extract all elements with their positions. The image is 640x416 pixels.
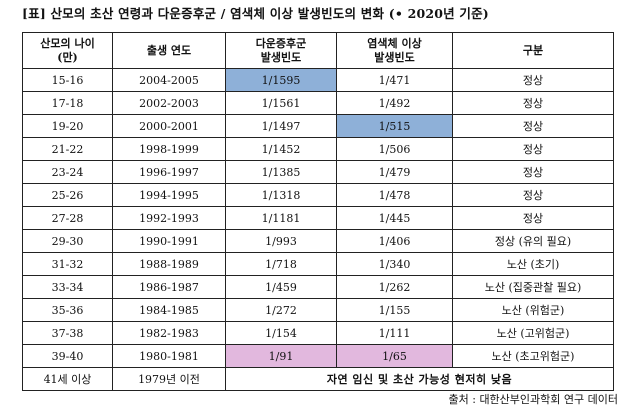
cell-down: 1/1318	[225, 183, 337, 207]
cell-age: 35-36	[22, 298, 113, 322]
cell-year: 2000-2001	[112, 114, 226, 138]
table-row-last: 41세 이상 1979년 이전 자연 임신 및 초산 가능성 현저히 낮음	[22, 367, 614, 391]
cell-age: 17-18	[22, 91, 113, 115]
cell-class: 정상	[452, 91, 614, 115]
cell-year: 1992-1993	[112, 206, 226, 230]
cell-down: 1/1561	[225, 91, 337, 115]
table-row: 15-16 2004-2005 1/1595 1/471 정상	[22, 68, 614, 92]
header-age-line1: 산모의 나이	[40, 36, 95, 50]
table-row: 25-26 1994-1995 1/1318 1/478 정상	[22, 183, 614, 207]
cell-down: 1/272	[225, 298, 337, 322]
cell-class: 정상 (유의 필요)	[452, 229, 614, 253]
table-row: 31-32 1988-1989 1/718 1/340 노산 (초기)	[22, 252, 614, 276]
frequency-table: 산모의 나이 (만) 출생 연도 다운증후군 발생빈도 염색체 이상 발생빈도 구분 …	[22, 32, 614, 391]
cell-note: 자연 임신 및 초산 가능성 현저히 낮음	[225, 367, 614, 391]
header-down: 다운증후군 발생빈도	[225, 32, 337, 69]
cell-age: 19-20	[22, 114, 113, 138]
header-age-line2: (만)	[57, 50, 78, 64]
cell-chrom: 1/445	[336, 206, 453, 230]
cell-age: 23-24	[22, 160, 113, 184]
cell-class: 노산 (위험군)	[452, 298, 614, 322]
table-row: 17-18 2002-2003 1/1561 1/492 정상	[22, 91, 614, 115]
cell-chrom-highlight: 1/65	[336, 344, 453, 368]
cell-class: 정상	[452, 114, 614, 138]
cell-class: 정상	[452, 68, 614, 92]
table-title: [표] 산모의 초산 연령과 다운증후군 / 염색체 이상 발생빈도의 변화 (…	[22, 6, 489, 21]
cell-age: 25-26	[22, 183, 113, 207]
header-down-line2: 발생빈도	[260, 50, 302, 64]
header-age: 산모의 나이 (만)	[22, 32, 113, 69]
cell-down: 1/1181	[225, 206, 337, 230]
header-chrom-line1: 염색체 이상	[367, 36, 422, 50]
cell-chrom: 1/262	[336, 275, 453, 299]
cell-year: 1990-1991	[112, 229, 226, 253]
cell-age: 41세 이상	[22, 367, 113, 391]
cell-class: 노산 (초기)	[452, 252, 614, 276]
cell-age: 31-32	[22, 252, 113, 276]
cell-chrom: 1/155	[336, 298, 453, 322]
cell-down: 1/1385	[225, 160, 337, 184]
cell-year: 1984-1985	[112, 298, 226, 322]
cell-chrom: 1/111	[336, 321, 453, 345]
table-row: 19-20 2000-2001 1/1497 1/515 정상	[22, 114, 614, 138]
cell-chrom: 1/506	[336, 137, 453, 161]
cell-age: 21-22	[22, 137, 113, 161]
cell-age: 37-38	[22, 321, 113, 345]
cell-down: 1/718	[225, 252, 337, 276]
cell-chrom: 1/340	[336, 252, 453, 276]
cell-age: 27-28	[22, 206, 113, 230]
cell-age: 39-40	[22, 344, 113, 368]
table-row: 27-28 1992-1993 1/1181 1/445 정상	[22, 206, 614, 230]
cell-year: 1996-1997	[112, 160, 226, 184]
table-row: 39-40 1980-1981 1/91 1/65 노산 (초고위험군)	[22, 344, 614, 368]
cell-down-highlight: 1/91	[225, 344, 337, 368]
table-row: 23-24 1996-1997 1/1385 1/479 정상	[22, 160, 614, 184]
cell-year: 1982-1983	[112, 321, 226, 345]
cell-class: 정상	[452, 206, 614, 230]
cell-class: 노산 (초고위험군)	[452, 344, 614, 368]
cell-class: 정상	[452, 160, 614, 184]
table-row: 37-38 1982-1983 1/154 1/111 노산 (고위험군)	[22, 321, 614, 345]
cell-chrom: 1/479	[336, 160, 453, 184]
table-row: 33-34 1986-1987 1/459 1/262 노산 (집중관찰 필요)	[22, 275, 614, 299]
cell-down: 1/154	[225, 321, 337, 345]
cell-class: 정상	[452, 137, 614, 161]
header-chrom-line2: 발생빈도	[374, 50, 415, 64]
header-chrom: 염색체 이상 발생빈도	[336, 32, 453, 69]
cell-year: 1988-1989	[112, 252, 226, 276]
cell-chrom: 1/492	[336, 91, 453, 115]
table-header-row: 산모의 나이 (만) 출생 연도 다운증후군 발생빈도 염색체 이상 발생빈도 구분	[22, 32, 614, 69]
cell-chrom: 1/406	[336, 229, 453, 253]
header-year: 출생 연도	[112, 32, 226, 69]
table-row: 21-22 1998-1999 1/1452 1/506 정상	[22, 137, 614, 161]
cell-chrom: 1/478	[336, 183, 453, 207]
cell-year: 1998-1999	[112, 137, 226, 161]
table-row: 29-30 1990-1991 1/993 1/406 정상 (유의 필요)	[22, 229, 614, 253]
cell-chrom-highlight: 1/515	[336, 114, 453, 138]
cell-class: 노산 (집중관찰 필요)	[452, 275, 614, 299]
cell-year: 2002-2003	[112, 91, 226, 115]
cell-year: 1980-1981	[112, 344, 226, 368]
cell-year: 1994-1995	[112, 183, 226, 207]
cell-year: 1979년 이전	[112, 367, 226, 391]
cell-year: 2004-2005	[112, 68, 226, 92]
cell-down: 1/459	[225, 275, 337, 299]
cell-down: 1/1497	[225, 114, 337, 138]
cell-down: 1/1452	[225, 137, 337, 161]
cell-age: 15-16	[22, 68, 113, 92]
cell-age: 29-30	[22, 229, 113, 253]
cell-chrom: 1/471	[336, 68, 453, 92]
cell-down-highlight: 1/1595	[225, 68, 337, 92]
cell-down: 1/993	[225, 229, 337, 253]
cell-age: 33-34	[22, 275, 113, 299]
source-note: 출처 : 대한산부인과학회 연구 데이터	[448, 393, 619, 406]
header-down-line1: 다운증후군	[255, 36, 307, 50]
cell-class: 정상	[452, 183, 614, 207]
header-class: 구분	[452, 32, 614, 69]
cell-year: 1986-1987	[112, 275, 226, 299]
table-row: 35-36 1984-1985 1/272 1/155 노산 (위험군)	[22, 298, 614, 322]
cell-class: 노산 (고위험군)	[452, 321, 614, 345]
